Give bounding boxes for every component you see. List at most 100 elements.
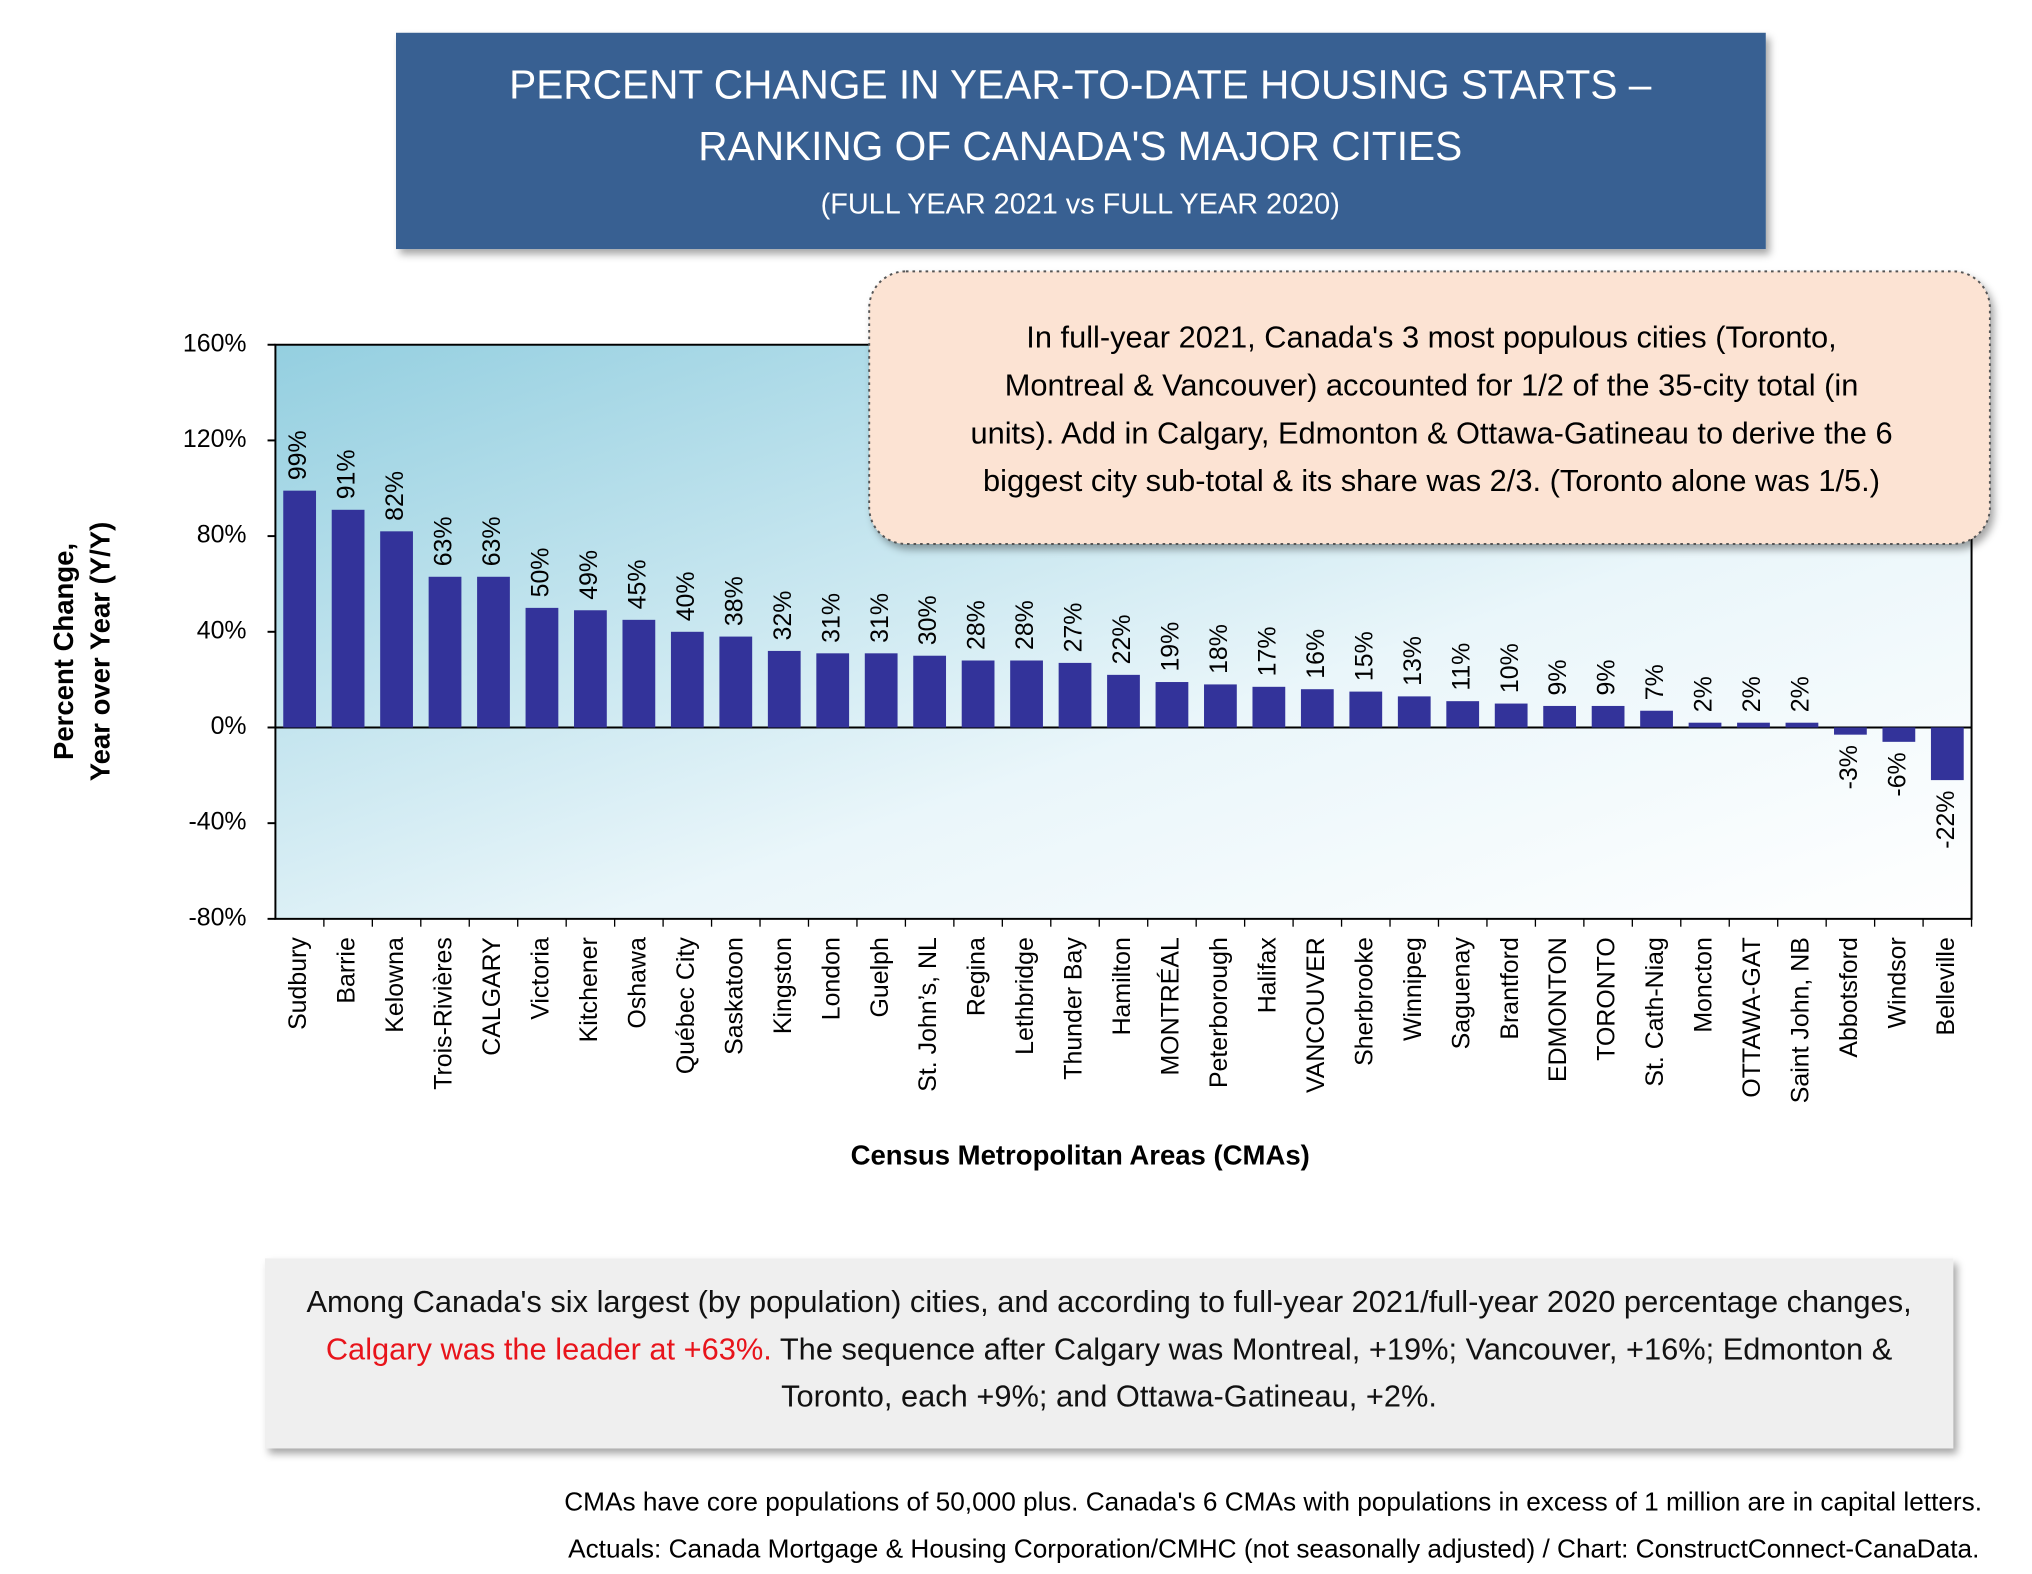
footnote: CMAs have core populations of 50,000 plu… xyxy=(564,1486,1982,1516)
bar xyxy=(428,576,462,728)
x-tick-label: Hamilton xyxy=(1108,937,1136,1035)
bar xyxy=(574,610,607,728)
data-label: 16% xyxy=(1302,629,1330,679)
bar xyxy=(1834,727,1867,735)
data-label: 63% xyxy=(430,516,458,566)
annotation-line: units). Add in Calgary, Edmonton & Ottaw… xyxy=(970,415,1892,450)
bar xyxy=(1204,684,1237,728)
data-label: 99% xyxy=(284,430,312,480)
y-tick-label: 40% xyxy=(197,616,247,644)
bar xyxy=(670,631,704,728)
data-label: 11% xyxy=(1447,643,1475,691)
x-tick-label: Regina xyxy=(963,937,991,1016)
x-tick-label: London xyxy=(817,937,845,1020)
x-tick-label: St. John’s, NL xyxy=(914,937,942,1092)
y-tick-label: -40% xyxy=(188,808,246,836)
x-tick-label: Brantford xyxy=(1496,937,1524,1039)
note-box xyxy=(264,1258,1954,1449)
x-tick-label: VANCOUVER xyxy=(1302,937,1330,1093)
x-tick-label: Winnipeg xyxy=(1399,937,1427,1041)
x-tick-label: OTTAWA-GAT xyxy=(1738,937,1766,1097)
bar xyxy=(525,607,559,728)
plot: -80% -40% 0% 40% 80% 120% 160% Sudbury 99% Barrie… xyxy=(183,329,1973,1103)
data-label: 45% xyxy=(623,560,651,610)
x-tick-label: Saskatoon xyxy=(720,937,748,1055)
chart-title: PERCENT CHANGE IN YEAR-TO-DATE HOUSING S… xyxy=(509,62,1652,108)
chart-title: RANKING OF CANADA'S MAJOR CITIES xyxy=(698,123,1462,169)
bar xyxy=(767,650,801,728)
x-tick-label: Moncton xyxy=(1690,937,1718,1032)
x-tick-label: Thunder Bay xyxy=(1060,937,1088,1080)
data-label: 49% xyxy=(575,550,603,600)
x-tick-label: Victoria xyxy=(527,937,555,1020)
y-tick-label: 120% xyxy=(183,425,247,453)
chart-subtitle: (FULL YEAR 2021 vs FULL YEAR 2020) xyxy=(821,188,1340,220)
x-tick-label: Halifax xyxy=(1253,937,1281,1014)
bar xyxy=(1349,691,1383,728)
bar xyxy=(1446,701,1480,728)
data-label: 50% xyxy=(527,548,555,598)
data-label: 2% xyxy=(1690,676,1718,712)
data-label: 31% xyxy=(817,593,845,643)
data-label: 7% xyxy=(1641,664,1669,700)
x-tick-label: Lethbridge xyxy=(1011,937,1039,1055)
bar xyxy=(1155,682,1189,728)
note-highlight: Calgary was the leader at +63%. xyxy=(325,1331,772,1366)
title-box xyxy=(396,32,1766,250)
data-label: 28% xyxy=(1011,600,1039,650)
bar xyxy=(283,490,317,728)
data-label: 17% xyxy=(1253,627,1281,677)
data-label: 13% xyxy=(1399,636,1427,686)
x-tick-label: Kingston xyxy=(769,937,797,1034)
y-tick-label: 0% xyxy=(211,712,247,740)
x-tick-label: Barrie xyxy=(333,937,361,1003)
bar xyxy=(816,653,850,728)
x-tick-label: Belleville xyxy=(1932,937,1960,1035)
note-part: Among Canada's six largest (by populatio… xyxy=(306,1284,1912,1319)
annotation-line: biggest city sub-total & its share was 2… xyxy=(983,463,1880,498)
data-label: 63% xyxy=(478,516,506,566)
annotation: In full-year 2021, Canada's 3 most popul… xyxy=(970,320,1892,499)
x-tick-label: Guelph xyxy=(866,937,894,1017)
x-tick-label: St. Cath-Niag xyxy=(1641,937,1669,1086)
x-tick-label: Québec City xyxy=(672,937,700,1075)
x-axis-label: Census Metropolitan Areas (CMAs) xyxy=(851,1140,1310,1171)
bar xyxy=(477,576,510,728)
y-axis-label: Year over Year (Y/Y) xyxy=(85,522,116,782)
x-tick-label: Abbotsford xyxy=(1835,937,1863,1057)
bar xyxy=(1397,696,1431,728)
data-label: 9% xyxy=(1593,659,1621,695)
x-tick-label: Trois-Rivières xyxy=(430,937,458,1090)
x-tick-label: Sherbrooke xyxy=(1350,937,1378,1066)
x-tick-label: Kelowna xyxy=(381,937,409,1033)
data-label: 38% xyxy=(720,576,748,626)
x-tick-label: Oshawa xyxy=(623,937,651,1028)
data-label: 22% xyxy=(1108,615,1136,665)
bar xyxy=(380,531,413,728)
note-text: Among Canada's six largest (by populatio… xyxy=(282,1278,1936,1420)
bar xyxy=(1785,722,1819,728)
bar xyxy=(1010,660,1043,728)
data-label: 10% xyxy=(1496,643,1524,693)
data-label: 28% xyxy=(963,600,991,650)
y-axis-label: Percent Change, xyxy=(48,543,79,760)
x-tick-label: Windsor xyxy=(1883,937,1911,1028)
data-label: 31% xyxy=(866,593,894,643)
bar xyxy=(719,636,753,728)
note-part: The sequence after Calgary was Montreal,… xyxy=(771,1331,1893,1414)
data-label: 32% xyxy=(769,591,797,641)
bar xyxy=(864,653,898,728)
data-label: 40% xyxy=(672,571,700,621)
x-tick-label: TORONTO xyxy=(1593,937,1621,1061)
data-label: -22% xyxy=(1932,791,1960,849)
data-label: 9% xyxy=(1544,659,1572,695)
bar xyxy=(1107,674,1140,728)
note: Among Canada's six largest (by populatio… xyxy=(282,1278,1936,1420)
bar xyxy=(1591,705,1625,728)
bar xyxy=(1640,710,1673,728)
x-tick-label: Kitchener xyxy=(575,937,603,1042)
annotation-box xyxy=(868,270,1991,545)
bar xyxy=(1058,662,1092,728)
data-label: 15% xyxy=(1350,631,1378,681)
